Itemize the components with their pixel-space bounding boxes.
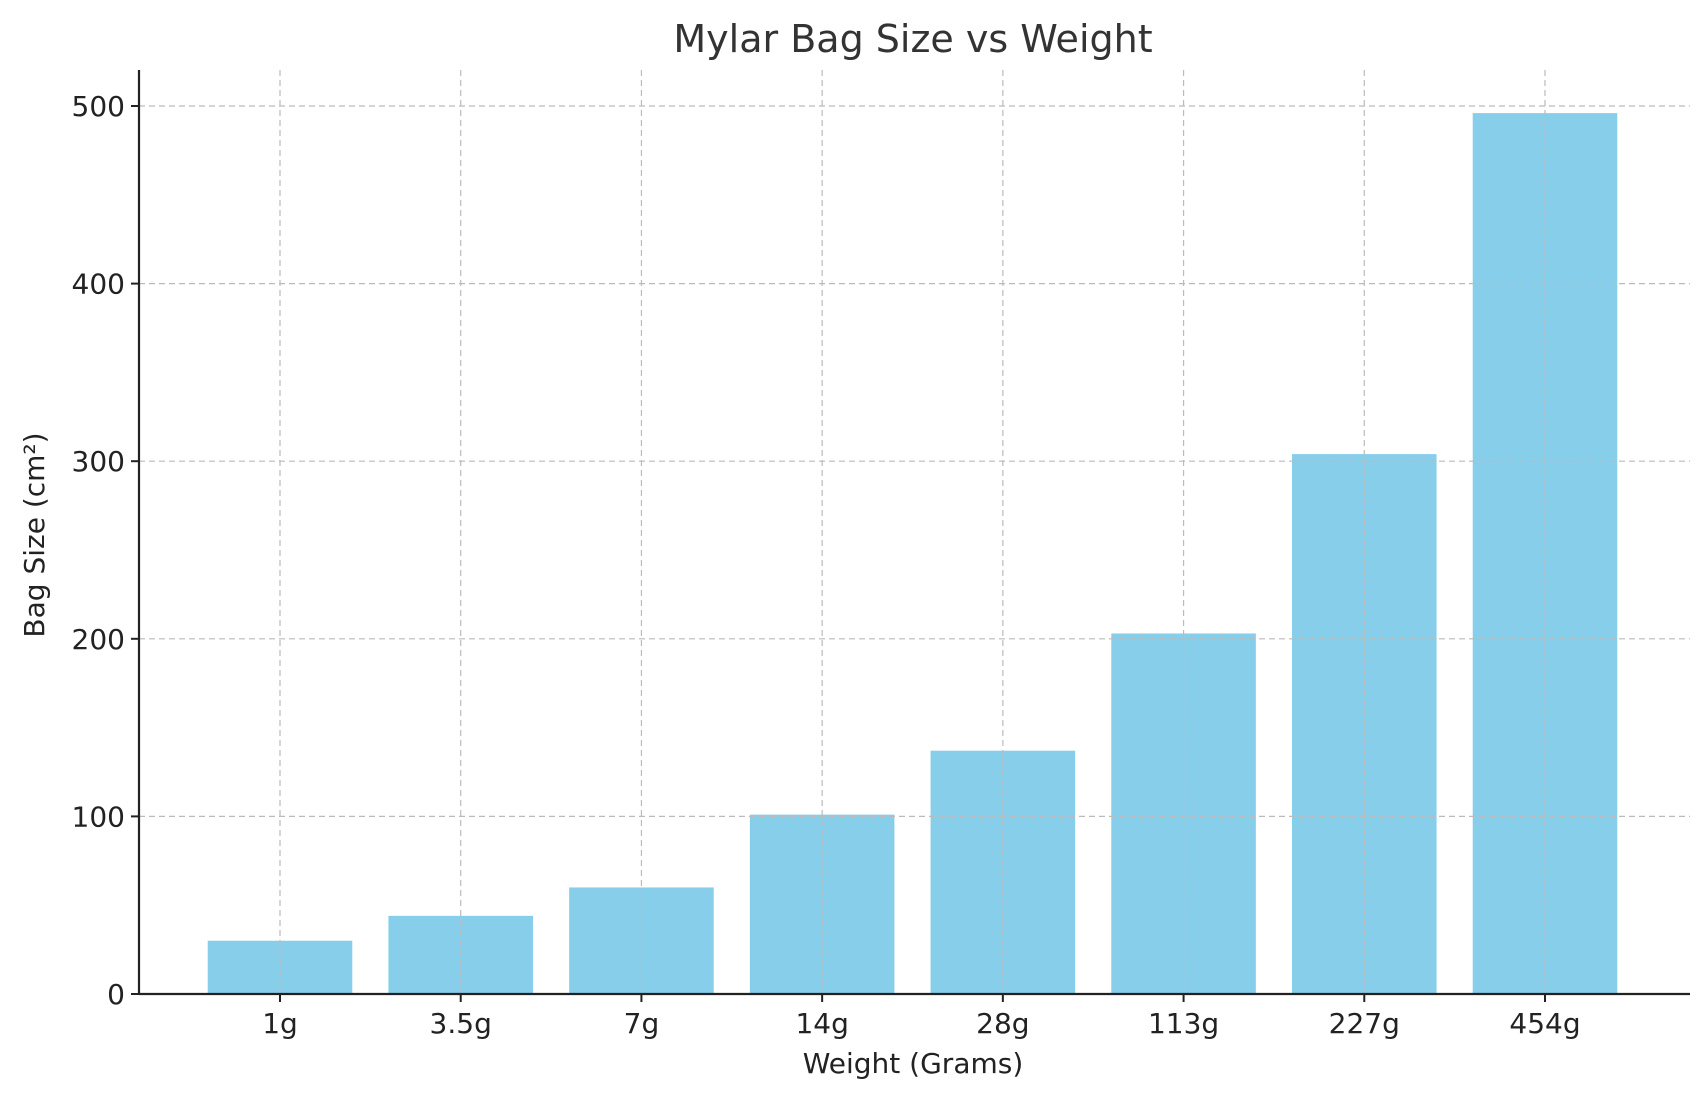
y-tick-label: 100: [72, 800, 125, 833]
y-tick-label: 400: [72, 268, 125, 301]
x-tick-label: 227g: [1329, 1007, 1400, 1040]
y-tick-label: 0: [107, 978, 125, 1011]
x-tick-label: 7g: [624, 1007, 660, 1040]
y-tick-label: 200: [72, 623, 125, 656]
x-tick-label: 454g: [1509, 1007, 1580, 1040]
x-tick-label: 3.5g: [430, 1007, 492, 1040]
y-tick-label: 300: [72, 445, 125, 478]
y-tick-label: 500: [72, 90, 125, 123]
x-tick-label: 113g: [1148, 1007, 1219, 1040]
x-tick-label: 1g: [262, 1007, 298, 1040]
chart-title: Mylar Bag Size vs Weight: [673, 17, 1152, 61]
x-tick-label: 28g: [976, 1007, 1029, 1040]
bar-1g: [207, 940, 353, 994]
y-axis-label: Bag Size (cm²): [18, 432, 51, 637]
x-tick-label: 14g: [795, 1007, 848, 1040]
x-axis-label: Weight (Grams): [803, 1047, 1024, 1080]
